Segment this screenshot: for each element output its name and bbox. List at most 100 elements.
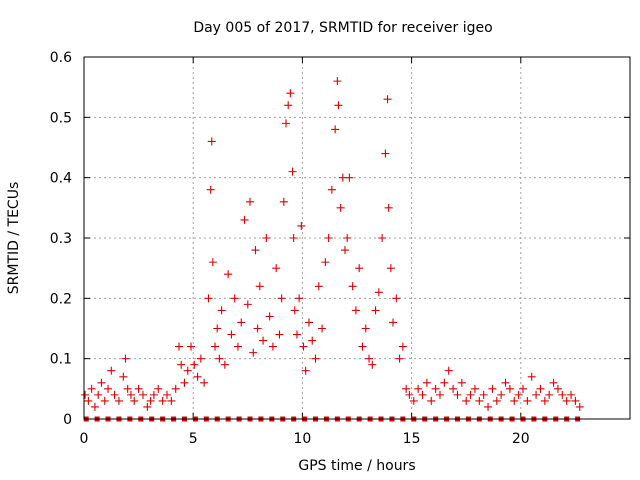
x-tick-label: 15 (403, 431, 421, 447)
chart-title: Day 005 of 2017, SRMTID for receiver ige… (193, 20, 492, 36)
data-point (453, 390, 462, 399)
data-point (130, 396, 139, 405)
data-point (545, 390, 554, 399)
y-tick-label: 0.5 (50, 110, 72, 126)
data-point (94, 390, 103, 399)
data-point (340, 246, 349, 255)
x-axis-label: GPS time / hours (298, 458, 415, 474)
data-point (549, 378, 558, 387)
data-point (324, 234, 333, 242)
plot-frame (83, 56, 631, 420)
y-axis-label: SRMTID / TECUs (6, 182, 22, 295)
data-point (230, 294, 239, 303)
data-point (318, 324, 327, 333)
data-point (265, 312, 274, 321)
data-point (383, 95, 392, 104)
data-point (162, 390, 171, 399)
data-point (224, 270, 233, 279)
data-point (505, 384, 514, 393)
data-point (249, 348, 258, 357)
data-point (365, 354, 374, 363)
data-point (243, 300, 252, 309)
data-point (398, 342, 407, 351)
data-point (418, 390, 427, 399)
data-point (81, 390, 90, 399)
data-point (104, 384, 113, 393)
data-point (215, 354, 224, 363)
data-point (295, 294, 304, 303)
data-point (277, 294, 286, 303)
data-point (158, 396, 167, 405)
data-point (240, 215, 249, 224)
data-point (457, 378, 466, 387)
data-point (245, 197, 254, 206)
data-point (378, 234, 387, 242)
data-point (208, 258, 217, 267)
data-point (514, 390, 523, 399)
data-point (321, 258, 330, 267)
data-point (259, 336, 268, 345)
data-point (284, 101, 293, 110)
data-point (386, 264, 395, 273)
x-tick-label: 10 (293, 431, 311, 447)
data-point (121, 354, 130, 363)
data-point (114, 396, 123, 405)
data-point (414, 384, 423, 393)
y-tick-label: 0.6 (50, 50, 72, 66)
data-point (518, 384, 527, 393)
data-point (262, 234, 271, 242)
data-point (268, 342, 277, 351)
data-point (527, 372, 536, 381)
data-point (348, 282, 357, 291)
data-point (395, 354, 404, 363)
y-tick-label: 0.4 (50, 171, 72, 187)
data-point (87, 384, 96, 393)
data-point (183, 366, 192, 375)
data-point (536, 384, 545, 393)
data-point (327, 185, 336, 194)
data-point (177, 360, 186, 369)
data-point (466, 390, 475, 399)
data-point (343, 234, 352, 242)
data-point (211, 342, 220, 351)
data-point (297, 221, 306, 230)
data-point (289, 234, 298, 242)
data-point (290, 306, 299, 315)
data-point (220, 360, 229, 369)
x-tick-label: 5 (189, 431, 198, 447)
data-point (402, 384, 411, 393)
data-point (299, 342, 308, 351)
data-point (251, 246, 260, 255)
data-point (154, 384, 163, 393)
data-point (282, 119, 291, 128)
data-point (567, 390, 576, 399)
data-point (355, 264, 364, 273)
data-point (175, 342, 184, 351)
data-point (123, 384, 132, 393)
data-point (345, 173, 354, 182)
y-tick-label: 0 (63, 412, 72, 428)
y-tick-label: 0.3 (50, 231, 72, 247)
data-point (134, 384, 143, 393)
data-point (279, 197, 288, 206)
data-point (488, 384, 497, 393)
data-point (497, 390, 506, 399)
data-point (553, 384, 562, 393)
data-point (475, 396, 484, 405)
data-point (389, 318, 398, 327)
data-point (351, 306, 360, 315)
data-point (492, 396, 501, 405)
data-point (84, 396, 93, 405)
data-point (532, 390, 541, 399)
data-point (301, 366, 310, 375)
x-tick-label: 0 (80, 431, 89, 447)
data-point (422, 378, 431, 387)
data-point (90, 402, 99, 411)
data-point (336, 203, 345, 212)
data-point (233, 342, 242, 351)
data-point (427, 396, 436, 405)
data-point (381, 149, 390, 158)
data-point (479, 390, 488, 399)
data-point (484, 402, 493, 411)
data-point (237, 318, 246, 327)
